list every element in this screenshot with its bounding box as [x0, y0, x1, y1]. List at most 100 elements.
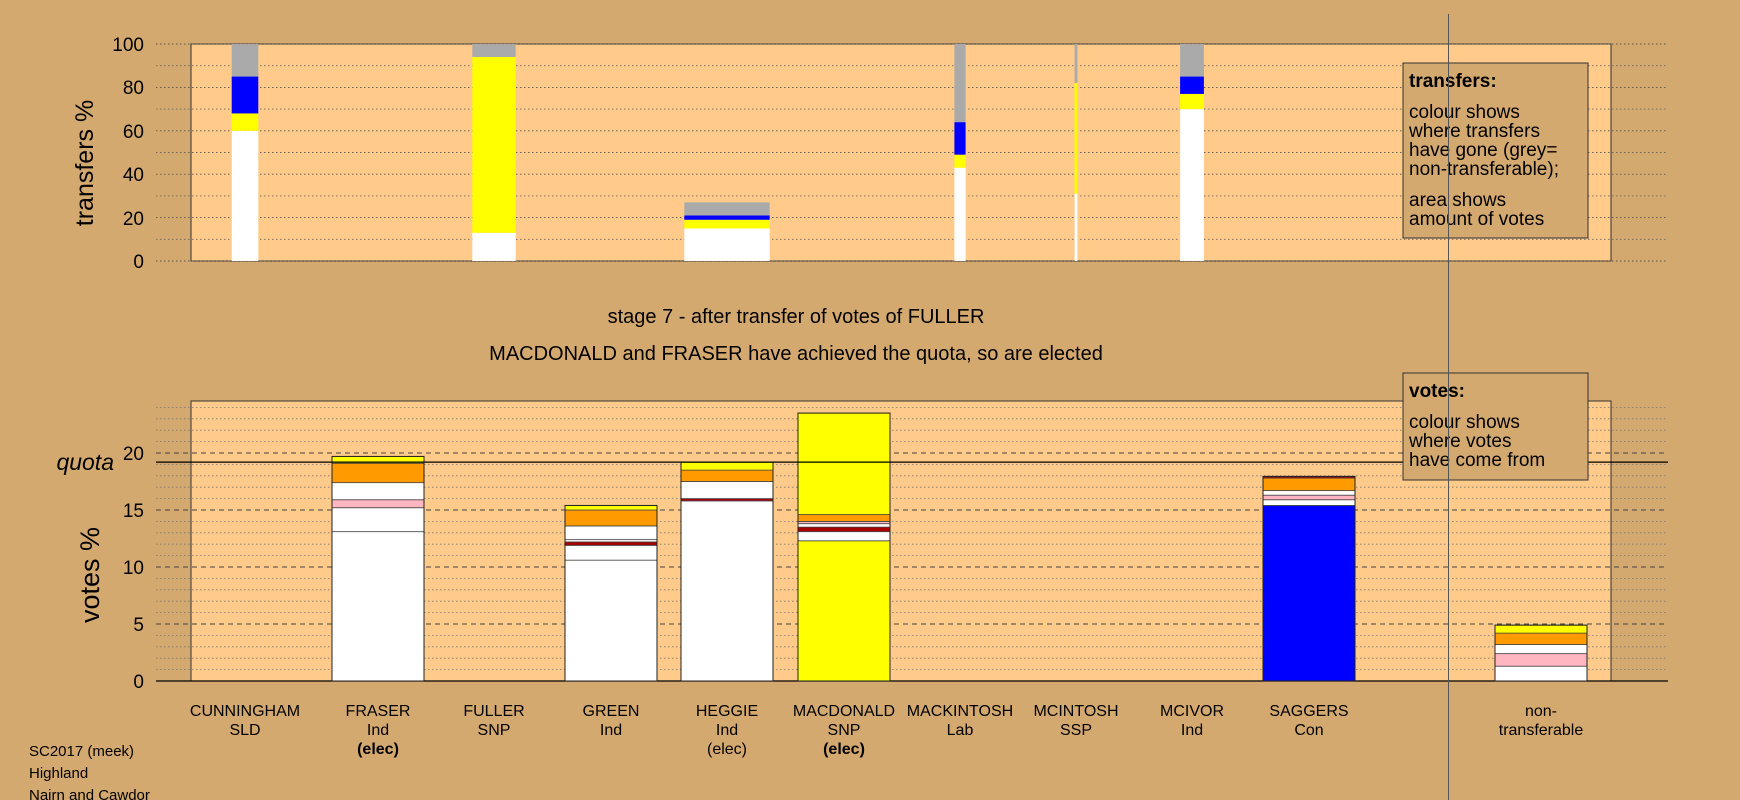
candidate-name: SAGGERS: [1269, 703, 1348, 720]
votes-bar-segment: [797, 531, 891, 542]
transfers-bar-segment: [954, 44, 966, 123]
votes-bar-segment: [564, 505, 658, 511]
candidate-party: SLD: [229, 722, 260, 739]
votes-bar-segment: [331, 482, 425, 501]
transfers-legend: transfers: colour shows where transfers …: [1402, 62, 1589, 239]
votes-tick-label: 20: [123, 444, 144, 465]
votes-tick-label: 10: [123, 558, 144, 579]
votes-bar-segment: [564, 541, 658, 546]
candidate-name: MACKINTOSH: [907, 703, 1013, 720]
votes-bar-segment: [331, 507, 425, 533]
transfers-bar-segment: [472, 57, 516, 233]
transfers-tick-label: 60: [123, 122, 144, 143]
transfers-bar-segment: [1180, 76, 1204, 94]
transfers-bar-segment: [684, 219, 770, 229]
votes-bar-segment: [797, 523, 891, 528]
transfers-y-ticks: 0 20 40 60 80 100: [112, 35, 144, 273]
transfers-bar-segment: [472, 44, 516, 58]
candidate-name: GREEN: [583, 703, 640, 720]
transfers-bar-segment: [684, 228, 770, 261]
votes-bar-segment: [797, 412, 891, 515]
transfers-bar-segment: [684, 215, 770, 220]
votes-bar-segment: [680, 461, 774, 471]
votes-bar-segment: [564, 525, 658, 541]
votes-legend-text: colour shows: [1409, 412, 1520, 433]
transfers-bar-segment: [472, 232, 516, 261]
votes-legend: votes: colour shows where votes have com…: [1402, 372, 1589, 481]
candidate-status: (elec): [823, 741, 865, 758]
candidate-party: Ind: [600, 722, 622, 739]
votes-bar-segment: [1494, 644, 1588, 655]
transfers-bar-segment: [1180, 93, 1204, 110]
votes-legend-box: [1402, 372, 1589, 481]
transfers-legend-text: colour shows: [1409, 102, 1520, 123]
transfers-tick-label: 20: [123, 209, 144, 230]
candidate-party: Ind: [716, 722, 738, 739]
votes-bar-segment: [797, 540, 891, 682]
votes-legend-text: have come from: [1409, 450, 1545, 471]
votes-bar-segment: [1494, 624, 1588, 634]
transfers-legend-title: transfers:: [1409, 71, 1497, 92]
transfers-tick-label: 40: [123, 165, 144, 186]
transfers-bar-segment: [231, 113, 259, 131]
transfers-chart: 0 20 40 60 80 100 transfers % transfers:…: [71, 35, 1668, 273]
votes-bar-segment: [331, 499, 425, 509]
votes-bar-segment: [564, 544, 658, 561]
candidate-name: MCINTOSH: [1033, 703, 1118, 720]
votes-bar-outline: [797, 412, 891, 682]
candidate-name: MCIVOR: [1160, 703, 1224, 720]
votes-bar-segment: [331, 531, 425, 682]
votes-bar-segment: [797, 526, 891, 533]
votes-bar-segment: [331, 462, 425, 484]
footer-info: SC2017 (meek) Highland Nairn and Cawdor: [29, 743, 150, 800]
candidate-labels: CUNNINGHAM SLD FRASER Ind (elec) FULLER SNP GRE…: [190, 703, 1349, 758]
votes-y-axis-label: votes %: [75, 527, 105, 623]
votes-bar-segment: [1494, 632, 1588, 645]
transfers-bar-segment: [231, 76, 259, 114]
candidate-party: Ind: [367, 722, 389, 739]
transfers-legend-text: amount of votes: [1409, 209, 1544, 230]
transfers-tick-label: 80: [123, 78, 144, 99]
transfers-bar-segment: [1180, 109, 1204, 261]
transfers-tick-label: 0: [133, 252, 144, 273]
stage-title: stage 7 - after transfer of votes of FUL…: [608, 306, 985, 328]
votes-bar-segment: [1262, 477, 1356, 492]
candidate-party: SSP: [1060, 722, 1092, 739]
votes-bar-outline: [564, 504, 658, 682]
votes-bar-segment: [680, 481, 774, 500]
votes-bar-segment: [1494, 665, 1588, 682]
transfers-bar-segment: [1074, 193, 1078, 261]
votes-bar-segment: [1262, 490, 1356, 496]
candidate-status: (elec): [357, 741, 399, 758]
votes-bar-segment: [680, 469, 774, 482]
transfers-bar-segment: [1180, 44, 1204, 77]
candidate-name: FRASER: [346, 703, 411, 720]
stage-subtitle: MACDONALD and FRASER have achieved the q…: [489, 343, 1103, 365]
votes-bar-outline: [331, 455, 425, 682]
votes-legend-title: votes:: [1409, 381, 1465, 402]
votes-y-ticks: 0 5 10 15 20: [123, 444, 144, 693]
quota-label: quota: [56, 449, 114, 475]
footer-election: SC2017 (meek): [29, 743, 134, 760]
transfers-bar-segment: [1074, 83, 1078, 194]
footer-council: Highland: [29, 765, 88, 782]
transfers-bar-segment: [231, 44, 259, 77]
transfers-tick-label: 100: [112, 35, 144, 56]
votes-bar-segment: [564, 559, 658, 682]
votes-bar-outline: [1494, 624, 1588, 682]
transfers-legend-box: [1402, 62, 1589, 239]
transfers-bar-segment: [684, 202, 770, 216]
votes-legend-text: where votes: [1408, 431, 1511, 452]
votes-tick-label: 0: [133, 672, 144, 693]
votes-bar-segment: [680, 500, 774, 682]
candidate-party: SNP: [828, 722, 861, 739]
nontransferable-label: non- transferable: [1499, 703, 1584, 739]
transfers-legend-text: where transfers: [1408, 121, 1540, 142]
votes-bar-segment: [797, 514, 891, 522]
votes-tick-label: 5: [133, 615, 144, 636]
candidate-party: Con: [1294, 722, 1323, 739]
transfers-bar-segment: [231, 130, 259, 261]
nontransferable-label-line1: non-: [1525, 703, 1557, 720]
candidate-name: CUNNINGHAM: [190, 703, 300, 720]
